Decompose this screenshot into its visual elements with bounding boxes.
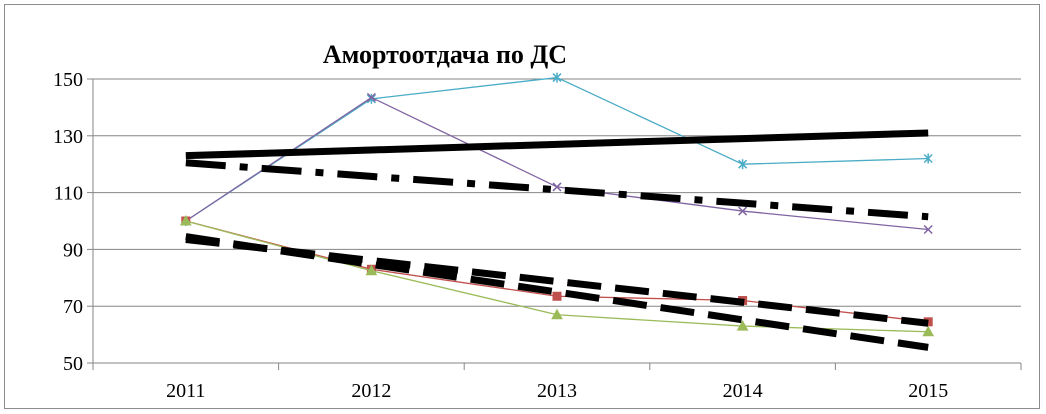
data-point-s2-2013 <box>552 182 562 192</box>
y-tick-label: 130 <box>53 126 83 148</box>
chart-frame: 50 70 90 110 130 150 2011 2012 2013 2014 2015 Амор… <box>4 4 1040 409</box>
y-tick-label: 90 <box>63 239 83 261</box>
trendline-1 <box>185 129 929 160</box>
data-point-s4-2013 <box>551 308 563 320</box>
data-point-s3-2013 <box>552 291 562 301</box>
y-tick-label: 70 <box>63 296 83 318</box>
series-lines <box>179 72 935 337</box>
data-point-s1-2015 <box>923 153 933 164</box>
data-point-s2-2015 <box>923 224 933 235</box>
data-point-s2-2014 <box>738 206 748 216</box>
data-point-s4-2012 <box>365 264 378 276</box>
axes: 50 70 90 110 130 150 2011 2012 2013 2014 2015 <box>53 69 1022 402</box>
data-point-s4-2014 <box>736 320 749 331</box>
trendlines <box>185 129 929 351</box>
data-point-s2-2012 <box>366 92 376 102</box>
trendline-4 <box>185 233 929 351</box>
y-tick-label: 150 <box>53 69 83 91</box>
x-tick-label-2013: 2013 <box>537 380 577 402</box>
x-tick-label-2015: 2015 <box>908 380 948 402</box>
y-tick-label: 50 <box>63 353 83 375</box>
x-tick-label-2012: 2012 <box>351 380 391 402</box>
data-point-s4-2011 <box>179 214 192 226</box>
data-point-s1-2013 <box>552 72 562 83</box>
chart-svg: 50 70 90 110 130 150 2011 2012 2013 2014 2015 Амор… <box>53 40 1022 402</box>
data-point-s4-2015 <box>922 325 935 337</box>
trendline-2 <box>185 159 929 221</box>
chart-title: Амортоотдача по ДС <box>323 40 567 69</box>
x-tick-label-2014: 2014 <box>723 380 763 402</box>
y-tick-label: 110 <box>54 183 83 205</box>
data-point-s1-2014 <box>738 159 748 170</box>
data-point-s1-2012 <box>366 93 376 104</box>
gridlines <box>93 78 1021 307</box>
x-tick-label-2011: 2011 <box>166 380 205 402</box>
